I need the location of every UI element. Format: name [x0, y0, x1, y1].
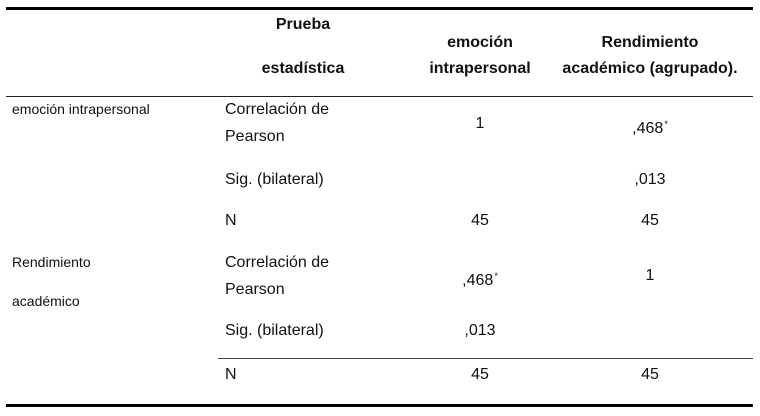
- row-n: N: [225, 366, 237, 383]
- cell-g2-sig-var1: ,013: [464, 322, 496, 339]
- table-inner-rule: [218, 358, 753, 359]
- table-top-rule: [6, 7, 753, 10]
- cell-value: ,468: [462, 272, 494, 289]
- cell-g2-pearson-var1: ,468*: [430, 263, 530, 294]
- row-pearson-line1: Correlación de: [225, 101, 330, 118]
- row-group-rendimiento-label-line1: Rendimiento: [12, 254, 91, 270]
- cell-value: ,468: [632, 120, 664, 137]
- cell-g2-n-var2: 45: [641, 366, 659, 383]
- header-var2-line1: Rendimiento: [601, 34, 699, 51]
- header-test-line1: Prueba: [275, 16, 331, 33]
- cell-g1-n-var2: 45: [641, 212, 659, 229]
- cell-g1-sig-var2: ,013: [634, 171, 666, 188]
- row-pearson-line2: Pearson: [225, 128, 285, 145]
- cell-g2-n-var1: 45: [471, 366, 489, 383]
- row-group-emocion-label: emoción intrapersonal: [12, 101, 150, 117]
- row-group-rendimiento-label-line2: académico: [12, 293, 80, 309]
- header-test-line2: estadística: [261, 60, 345, 77]
- row-pearson-line1: Correlación de: [225, 254, 330, 271]
- significance-marker: *: [494, 271, 498, 281]
- significance-marker: *: [664, 119, 668, 129]
- cell-g1-pearson-var2: ,468*: [600, 111, 700, 142]
- row-pearson-line2: Pearson: [225, 281, 285, 298]
- table-header-rule: [6, 96, 753, 97]
- table-bottom-rule: [6, 404, 753, 407]
- header-var1-line2: intrapersonal: [429, 60, 531, 77]
- header-var2-line2: académico (agrupado).: [562, 60, 738, 77]
- cell-g2-pearson-var2: 1: [645, 267, 655, 284]
- row-sig: Sig. (bilateral): [225, 171, 324, 188]
- row-sig: Sig. (bilateral): [225, 322, 324, 339]
- header-var1-line1: emoción: [447, 34, 513, 51]
- cell-g1-n-var1: 45: [471, 212, 489, 229]
- row-n: N: [225, 212, 237, 229]
- cell-g1-pearson-var1: 1: [475, 115, 485, 132]
